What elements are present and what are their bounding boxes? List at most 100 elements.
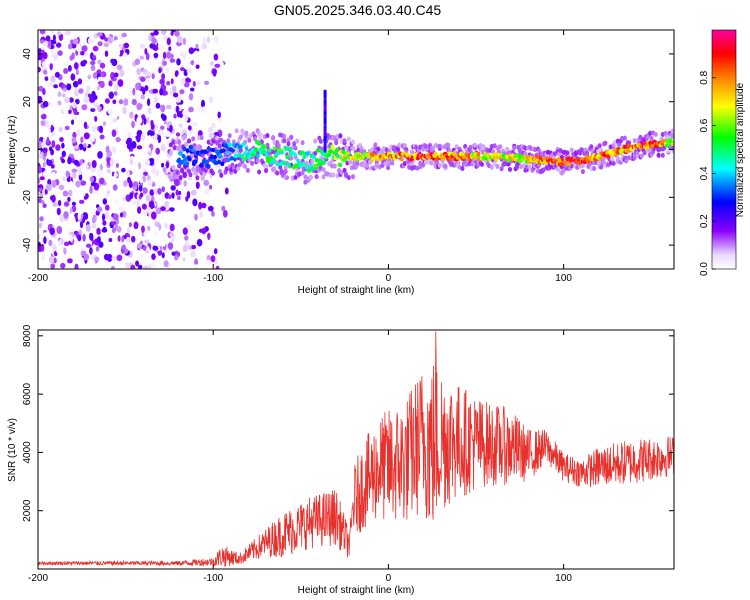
spectrogram-halo-cell	[342, 138, 347, 144]
spectrogram-noise-speck	[38, 166, 42, 174]
spectrogram-noise-speck	[41, 142, 45, 147]
spectrogram-noise-speck	[56, 226, 63, 234]
spectrogram-noise-speck	[96, 168, 102, 177]
spectrogram-noise-speck	[64, 30, 71, 36]
spectrogram-noise-speck	[182, 52, 186, 60]
spectrogram-noise-speck	[144, 239, 150, 244]
spectrogram-spike-cell	[323, 116, 327, 119]
spectrogram-noise-speck	[67, 258, 73, 264]
spectrogram-halo-cell	[430, 145, 435, 151]
spectrogram-halo-cell	[321, 167, 326, 173]
spectrogram-noise-speck	[85, 243, 92, 248]
spectrogram-ridge-cell	[203, 149, 208, 155]
spectrogram-ridge-cell	[283, 146, 289, 152]
spectrogram-noise-speck	[122, 106, 127, 115]
spectrogram-noise-speck	[113, 172, 118, 178]
spectrogram-spike-cell	[323, 125, 327, 129]
spectrogram-halo-cell	[314, 174, 319, 180]
spectrogram-noise-speck	[147, 98, 151, 107]
spectrogram-noise-speck	[130, 141, 137, 149]
spectrogram-halo-cell	[446, 142, 451, 148]
spectrogram-halo-cell	[585, 150, 590, 156]
spectrogram-ridge-cell	[264, 152, 269, 157]
spectrogram-noise-speck	[82, 233, 86, 242]
spectrogram-noise-speck	[196, 80, 201, 86]
spectrogram-noise-speck	[136, 68, 141, 76]
spectrogram-ridge-cell	[335, 147, 339, 153]
spectrogram-noise-speck	[42, 100, 49, 108]
spectrogram-noise-speck	[173, 265, 178, 269]
spectrogram-halo-cell	[282, 133, 287, 139]
y-tick-label: 20	[22, 96, 33, 108]
spectrogram-noise-speck	[203, 179, 210, 186]
spectrogram-noise-speck	[170, 31, 174, 36]
spectrogram-ridge-cell	[226, 150, 230, 156]
spectrogram-halo-cell	[373, 142, 378, 148]
spectrogram-halo-cell	[334, 140, 339, 146]
spectrogram-halo-cell	[226, 138, 231, 144]
spectrogram-noise-speck	[112, 99, 117, 105]
spectrogram-noise-speck	[97, 41, 103, 47]
spectrogram-noise-speck	[105, 145, 110, 153]
spectrogram-noise-speck	[50, 263, 56, 269]
spectrogram-noise-speck	[71, 136, 77, 144]
y-tick-label: 40	[22, 48, 33, 60]
spectrogram-noise-speck	[132, 200, 138, 206]
spectrogram-noise-speck	[171, 192, 175, 199]
spectrogram-halo-cell	[632, 155, 637, 161]
spectrogram-halo-cell	[660, 152, 665, 158]
spectrogram-halo-cell	[473, 142, 477, 148]
spectrogram-halo-cell	[344, 171, 348, 177]
spectrogram-noise-speck	[134, 58, 141, 65]
spectrogram-noise-speck	[147, 225, 151, 232]
spectrogram-noise-speck	[91, 126, 97, 133]
spectrogram-noise-speck	[42, 41, 49, 46]
spectrogram-halo-cell	[293, 145, 298, 151]
spectrogram-noise-speck	[146, 117, 150, 124]
spectrogram-noise-speck	[43, 69, 48, 75]
spectrogram-noise-speck	[67, 196, 71, 202]
spectrogram-ridge-cell	[227, 142, 232, 147]
spectrogram-noise-speck	[169, 88, 173, 96]
spectrogram-ridge-cell	[185, 148, 190, 153]
spectrogram-noise-speck	[92, 45, 99, 52]
spectrogram-noise-speck	[83, 95, 90, 104]
spectrogram-ridge-cell	[650, 143, 655, 149]
spectrogram-noise-speck	[129, 76, 134, 83]
spectrogram-ridge-cell	[241, 142, 246, 147]
spectrogram-halo-cell	[348, 159, 353, 165]
spectrogram-noise-speck	[182, 110, 188, 116]
spectrogram-noise-speck	[58, 127, 63, 132]
spectrogram-noise-speck	[52, 202, 58, 207]
spectrogram-noise-speck	[140, 76, 146, 82]
spectrogram-ridge-cell	[274, 151, 280, 156]
spectrogram-noise-speck	[102, 198, 108, 205]
spectrogram-noise-speck	[171, 85, 177, 93]
spectrogram-noise-speck	[48, 90, 54, 97]
spectrogram-noise-speck	[72, 80, 79, 88]
spectrogram-halo-cell	[177, 163, 182, 169]
spectrogram-noise-speck	[214, 63, 221, 68]
spectrogram-halo-cell	[236, 166, 241, 172]
spectrogram-noise-speck	[187, 125, 192, 131]
spectrogram-noise-speck	[136, 116, 143, 125]
spectrogram-noise-speck	[118, 206, 124, 211]
x-tick-label: -100	[203, 273, 223, 284]
spectrogram-noise-speck	[40, 200, 45, 205]
spectrogram-noise-speck	[164, 200, 170, 207]
spectrogram-noise-speck	[65, 170, 70, 178]
spectrogram-halo-cell	[491, 149, 496, 154]
spectrogram-noise-speck	[68, 189, 73, 197]
spectrogram-halo-cell	[234, 128, 239, 134]
spectrogram-ridge-cell	[237, 144, 243, 149]
spectrogram-noise-speck	[53, 84, 58, 89]
spectrogram-noise-speck	[63, 68, 69, 74]
spectrogram-noise-speck	[210, 255, 216, 263]
spectrogram-halo-cell	[376, 146, 381, 152]
spectrogram-noise-speck	[153, 226, 159, 232]
spectrogram-noise-speck	[48, 239, 53, 246]
spectrogram-noise-speck	[40, 120, 46, 126]
spectrogram-halo-cell	[592, 166, 597, 171]
spectrogram-noise-speck	[111, 58, 118, 67]
spectrogram-noise-speck	[90, 103, 94, 108]
